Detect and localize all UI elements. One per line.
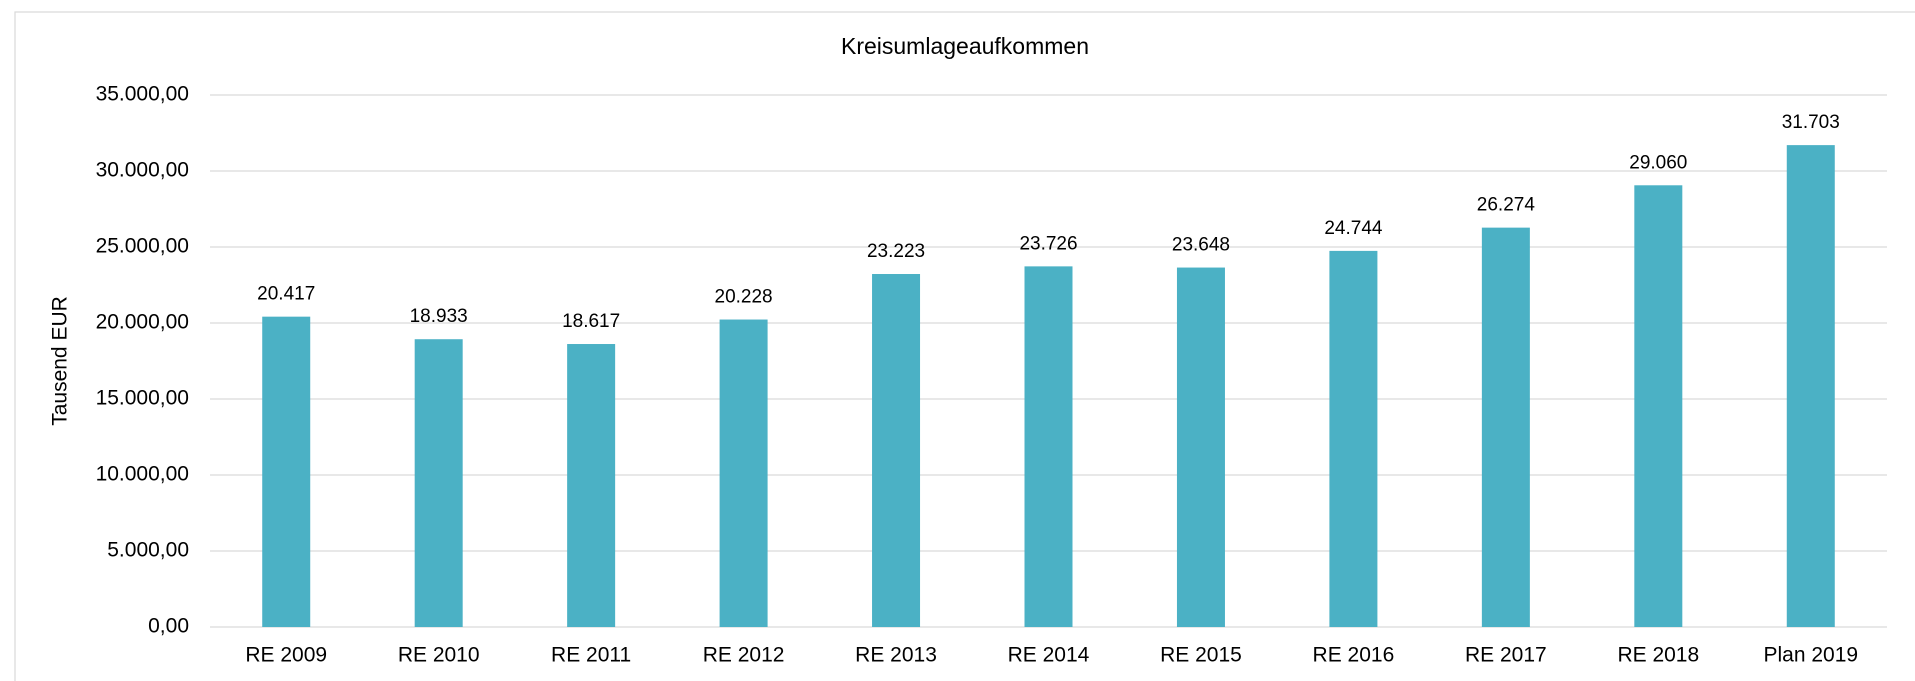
data-label: 26.274 [1477, 195, 1536, 216]
bar [719, 319, 768, 627]
x-tick-label: RE 2016 [1313, 644, 1395, 667]
bar [1634, 185, 1683, 627]
x-tick-label: RE 2018 [1617, 644, 1699, 667]
x-tick-label: RE 2012 [703, 644, 785, 667]
bar [262, 316, 311, 627]
data-label: 23.648 [1172, 235, 1230, 256]
data-label: 20.228 [715, 287, 773, 308]
x-tick-label: RE 2010 [398, 644, 480, 667]
bar [872, 274, 921, 627]
bar [1786, 145, 1835, 628]
data-label: 23.726 [1019, 233, 1077, 254]
x-tick-label: RE 2013 [855, 644, 937, 667]
bar [567, 344, 616, 627]
y-tick-label: 15.000,00 [96, 387, 189, 410]
data-label: 24.744 [1324, 218, 1383, 239]
y-tick-label: 5.000,00 [107, 539, 189, 562]
data-label: 23.223 [867, 241, 925, 262]
x-tick-label: RE 2011 [551, 644, 631, 667]
x-tick-label: RE 2009 [245, 644, 327, 667]
chart-border [14, 11, 1915, 681]
bar [1481, 227, 1530, 627]
y-axis-label: Tausend EUR [49, 296, 72, 426]
y-tick-label: 20.000,00 [96, 311, 189, 334]
bar [1176, 267, 1225, 627]
data-label: 18.933 [410, 306, 468, 327]
data-label: 29.060 [1629, 152, 1687, 173]
y-tick-label: 30.000,00 [96, 159, 189, 182]
bar [1329, 250, 1378, 627]
x-tick-label: RE 2015 [1160, 644, 1242, 667]
bar [1024, 266, 1073, 627]
data-label: 20.417 [257, 284, 315, 305]
data-label: 31.703 [1782, 112, 1840, 133]
x-tick-label: RE 2017 [1465, 644, 1547, 667]
data-label: 18.617 [562, 311, 620, 332]
x-tick-label: Plan 2019 [1763, 644, 1858, 667]
y-tick-label: 0,00 [148, 615, 189, 638]
y-tick-label: 35.000,00 [96, 83, 189, 106]
bar [414, 339, 463, 627]
y-tick-label: 25.000,00 [96, 235, 189, 258]
chart-title: Kreisumlageaufkommen [841, 33, 1089, 59]
y-tick-label: 10.000,00 [96, 463, 189, 486]
x-tick-label: RE 2014 [1008, 644, 1090, 667]
